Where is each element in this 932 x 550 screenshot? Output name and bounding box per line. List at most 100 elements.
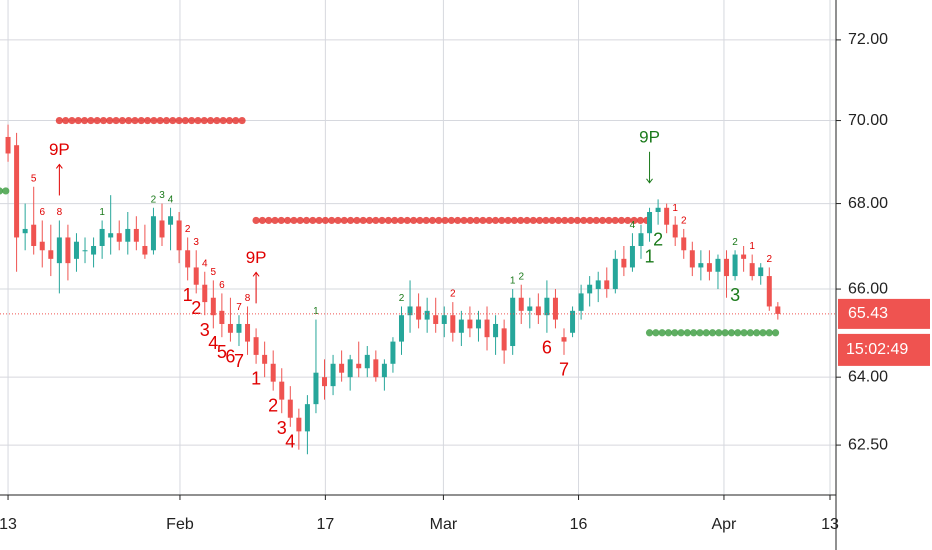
level-dot bbox=[213, 116, 221, 125]
candle-body bbox=[176, 220, 182, 251]
count-label: 3 bbox=[277, 418, 287, 438]
candle-body bbox=[458, 319, 464, 333]
count-label: 3 bbox=[159, 190, 165, 201]
candle-body bbox=[484, 319, 490, 338]
level-dot bbox=[715, 329, 723, 337]
count-label: 4 bbox=[208, 333, 218, 353]
level-dot bbox=[624, 216, 632, 225]
candle-body bbox=[758, 267, 764, 277]
count-label: 6 bbox=[219, 280, 225, 291]
candle-body bbox=[270, 363, 276, 382]
level-dot bbox=[592, 216, 600, 225]
marker-arrowhead bbox=[252, 271, 260, 277]
level-dot bbox=[636, 216, 644, 225]
candle-body bbox=[655, 207, 661, 213]
count-label: 1 bbox=[183, 285, 193, 305]
candle-body bbox=[775, 306, 781, 314]
candle-body bbox=[99, 228, 105, 246]
level-dot bbox=[74, 116, 82, 125]
count-label: 7 bbox=[236, 302, 242, 313]
candle-body bbox=[262, 354, 268, 364]
count-label: 2 bbox=[732, 237, 738, 248]
marker-label: 9P bbox=[639, 127, 660, 146]
level-dot bbox=[365, 216, 374, 225]
countdown-label: 15:02:49 bbox=[846, 341, 908, 358]
y-tick-label: 68.00 bbox=[848, 195, 888, 212]
level-dot bbox=[391, 216, 399, 225]
candle-body bbox=[14, 145, 20, 238]
count-label: 1 bbox=[313, 306, 319, 317]
count-label: 6 bbox=[542, 338, 552, 358]
candle-body bbox=[390, 341, 396, 364]
level-dot bbox=[617, 216, 626, 225]
level-dot bbox=[2, 187, 10, 195]
candle-body bbox=[544, 297, 550, 316]
count-label: 1 bbox=[510, 276, 516, 287]
candle-body bbox=[5, 136, 11, 154]
count-label: 4 bbox=[168, 194, 174, 205]
candle-body bbox=[672, 224, 678, 238]
level-dot bbox=[106, 116, 114, 125]
level-dot bbox=[696, 329, 704, 337]
candle-body bbox=[638, 233, 644, 246]
candle-body bbox=[689, 250, 695, 268]
candle-body bbox=[467, 319, 473, 329]
count-label: 5 bbox=[211, 267, 217, 278]
candle-body bbox=[681, 237, 687, 251]
candle-body bbox=[202, 284, 208, 303]
candle-body bbox=[39, 241, 45, 251]
level-dot bbox=[188, 116, 196, 125]
candle-body bbox=[647, 212, 653, 234]
level-dot bbox=[759, 329, 767, 337]
candle-body bbox=[561, 337, 567, 342]
level-dot bbox=[302, 216, 311, 225]
level-dot bbox=[409, 216, 418, 225]
level-dot bbox=[372, 216, 380, 225]
candle-body bbox=[31, 224, 37, 246]
level-dot bbox=[472, 216, 481, 225]
candle-body bbox=[322, 377, 328, 387]
level-dot bbox=[219, 116, 227, 125]
candle-body bbox=[732, 254, 738, 277]
candle-body bbox=[373, 359, 379, 378]
level-dot bbox=[143, 116, 152, 125]
x-tick-label: 17 bbox=[316, 516, 334, 533]
level-dot bbox=[277, 216, 285, 225]
candle-body bbox=[108, 233, 114, 238]
candle-body bbox=[475, 319, 481, 329]
level-dot bbox=[671, 329, 679, 337]
level-dot bbox=[156, 116, 164, 125]
level-dot bbox=[0, 187, 4, 195]
x-tick-label: 13 bbox=[0, 516, 17, 533]
level-dot bbox=[658, 329, 666, 337]
level-dot bbox=[611, 216, 619, 225]
level-dot bbox=[554, 216, 563, 225]
candle-body bbox=[91, 245, 97, 255]
count-label: 2 bbox=[653, 229, 663, 249]
candle-body bbox=[441, 315, 447, 324]
candle-body bbox=[664, 207, 670, 225]
candle-body bbox=[493, 323, 499, 338]
count-label: 5 bbox=[31, 173, 37, 184]
level-dot bbox=[225, 116, 234, 125]
level-dot bbox=[645, 329, 654, 337]
candle-body bbox=[612, 258, 618, 290]
level-dot bbox=[664, 329, 673, 337]
candle-body bbox=[22, 228, 28, 234]
candle-body bbox=[578, 293, 584, 311]
level-dot bbox=[403, 216, 411, 225]
level-dot bbox=[309, 216, 317, 225]
candle-body bbox=[715, 258, 721, 272]
candle-body bbox=[142, 245, 148, 255]
count-label: 4 bbox=[285, 432, 295, 452]
level-dot bbox=[137, 116, 145, 125]
candle-body bbox=[433, 315, 439, 324]
candle-body bbox=[595, 280, 601, 290]
candle-body bbox=[621, 258, 627, 268]
level-dot bbox=[99, 116, 108, 125]
level-dot bbox=[740, 329, 748, 337]
level-dot bbox=[328, 216, 336, 225]
